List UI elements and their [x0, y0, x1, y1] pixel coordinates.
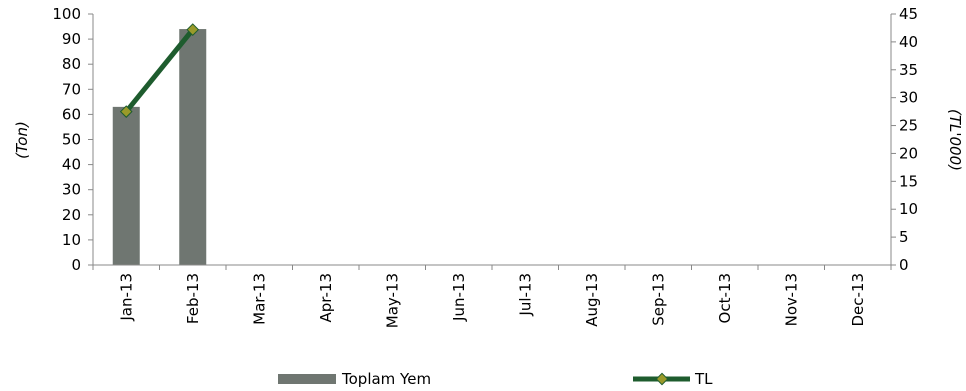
right-tick-label: 5 — [899, 228, 909, 246]
bar-jan-13 — [112, 106, 140, 266]
tl-point-jan-13 — [119, 105, 133, 118]
legend-label-toplam-yem: Toplam Yem — [341, 370, 431, 388]
line-layer — [119, 23, 200, 118]
left-tick-label: 0 — [71, 256, 81, 274]
left-tick-labels: 0 10 20 30 40 50 60 70 80 90 100 — [52, 5, 81, 274]
bars-layer — [112, 29, 207, 266]
right-tick-label: 0 — [899, 256, 909, 274]
left-axis-title: (Ton) — [13, 121, 31, 159]
right-tick-label: 20 — [899, 144, 918, 162]
axes-layer — [88, 13, 896, 270]
x-tick-label-aug-13: Aug-13 — [583, 273, 601, 327]
right-tick-label: 40 — [899, 33, 918, 51]
legend-marker-tl — [655, 372, 669, 386]
left-tick-label: 30 — [62, 181, 81, 199]
x-tick-label-nov-13: Nov-13 — [782, 273, 800, 326]
right-tick-label: 10 — [899, 200, 918, 218]
tl-point-feb-13 — [186, 23, 200, 36]
left-tick-label: 20 — [62, 206, 81, 224]
right-tick-label: 45 — [899, 5, 918, 23]
x-tick-label-oct-13: Oct-13 — [716, 273, 734, 323]
bar-feb-13 — [179, 29, 207, 266]
right-tick-label: 30 — [899, 89, 918, 107]
x-tick-label-mar-13: Mar-13 — [250, 273, 268, 325]
left-tick-label: 10 — [62, 231, 81, 249]
x-tick-label-may-13: May-13 — [383, 273, 401, 328]
left-tick-label: 50 — [62, 131, 81, 149]
x-tick-label-feb-13: Feb-13 — [184, 273, 202, 324]
left-tick-label: 90 — [62, 30, 81, 48]
right-tick-labels: 0 5 10 15 20 25 30 35 40 45 — [899, 5, 918, 274]
legend: Toplam Yem TL — [278, 370, 713, 388]
legend-label-tl: TL — [694, 370, 713, 388]
left-tick-label: 70 — [62, 80, 81, 98]
left-tick-label: 100 — [52, 5, 81, 23]
tl-series-line — [124, 28, 195, 114]
right-axis-title: (TL'000) — [946, 109, 964, 171]
right-tick-label: 15 — [899, 172, 918, 190]
right-tick-label: 25 — [899, 117, 918, 135]
left-tick-label: 80 — [62, 55, 81, 73]
x-tick-label-jun-13: Jun-13 — [450, 273, 468, 322]
left-tick-label: 60 — [62, 105, 81, 123]
x-tick-labels: Jan-13 Feb-13 Mar-13 Apr-13 May-13 Jun-13 Jul-… — [117, 273, 867, 328]
x-tick-label-dec-13: Dec-13 — [849, 273, 867, 327]
x-tick-label-jul-13: Jul-13 — [516, 273, 534, 317]
x-tick-label-jan-13: Jan-13 — [117, 273, 135, 322]
left-tick-label: 40 — [62, 156, 81, 174]
x-tick-label-apr-13: Apr-13 — [317, 273, 335, 323]
right-tick-label: 35 — [899, 61, 918, 79]
x-tick-label-sep-13: Sep-13 — [649, 273, 667, 326]
legend-swatch-toplam-yem — [278, 374, 336, 384]
